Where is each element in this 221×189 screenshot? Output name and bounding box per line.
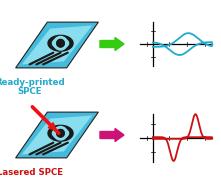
Circle shape: [53, 126, 68, 141]
Polygon shape: [47, 35, 74, 52]
Polygon shape: [22, 26, 92, 64]
Polygon shape: [16, 112, 98, 158]
FancyArrow shape: [100, 129, 124, 142]
Circle shape: [53, 36, 68, 51]
Polygon shape: [22, 115, 92, 154]
Circle shape: [56, 39, 65, 48]
Text: Lasered SPCE: Lasered SPCE: [0, 168, 63, 177]
FancyArrow shape: [100, 37, 124, 50]
Text: SPCE: SPCE: [18, 87, 42, 96]
Circle shape: [56, 39, 65, 48]
Polygon shape: [16, 22, 98, 68]
Text: Ready-printed: Ready-printed: [0, 78, 65, 87]
Circle shape: [56, 129, 65, 138]
Circle shape: [56, 129, 65, 138]
Polygon shape: [47, 125, 74, 142]
